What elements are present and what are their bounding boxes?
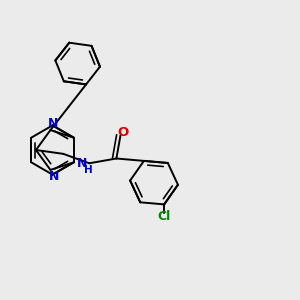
Text: N: N bbox=[49, 170, 59, 183]
Text: N: N bbox=[76, 157, 87, 170]
Text: O: O bbox=[118, 127, 129, 140]
Text: H: H bbox=[84, 165, 92, 175]
Text: N: N bbox=[48, 117, 58, 130]
Text: Cl: Cl bbox=[158, 210, 171, 223]
